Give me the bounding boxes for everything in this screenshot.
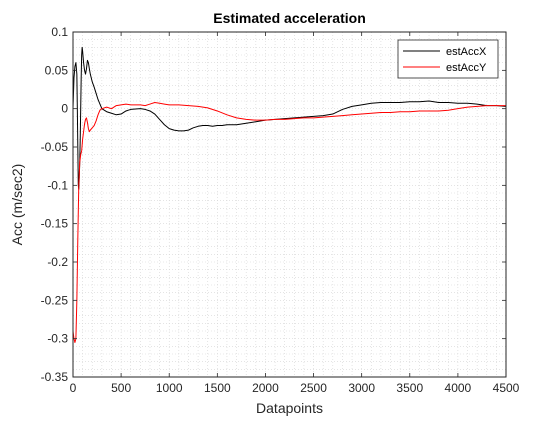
y-tick-label: 0 [61,102,68,116]
x-tick-label: 2500 [300,381,327,395]
x-axis-label: Datapoints [256,400,323,416]
x-tick-label: 3500 [396,381,423,395]
y-tick-label: -0.2 [47,255,68,269]
series-line-estaccx [72,46,507,190]
x-tick-label: 1500 [204,381,231,395]
y-tick-label: 0.05 [45,63,69,77]
x-tick-label: 3000 [348,381,375,395]
y-tick-label: -0.25 [41,293,69,307]
series-layer [72,46,507,343]
y-axis-label: Acc (m/sec2) [9,164,25,246]
legend: estAccX estAccY [397,39,499,79]
ticks: 0 500 1000 1500 2000 2500 3000 3500 4000 4500 -0.3… [41,25,520,395]
legend-label-estaccx: estAccX [446,46,487,58]
x-tick-label: 2000 [252,381,279,395]
x-tick-label: 4500 [493,381,520,395]
x-tick-label: 4000 [445,381,472,395]
x-tick-label: 1000 [156,381,183,395]
y-tick-label: -0.15 [41,217,69,231]
legend-label-estaccy: estAccY [446,62,487,74]
x-tick-label: 500 [111,381,131,395]
series-line-estaccy [72,102,506,343]
y-tick-label: -0.05 [41,140,69,154]
plot-area [73,32,506,377]
x-tick-label: 0 [70,381,77,395]
y-tick-label: -0.1 [47,178,68,192]
axes-box [72,31,507,378]
y-tick-label: -0.3 [47,332,68,346]
chart-title: Estimated acceleration [213,10,366,26]
y-tick-label: 0.1 [51,25,68,39]
y-tick-label: -0.35 [41,370,69,384]
legend-box [397,39,499,79]
